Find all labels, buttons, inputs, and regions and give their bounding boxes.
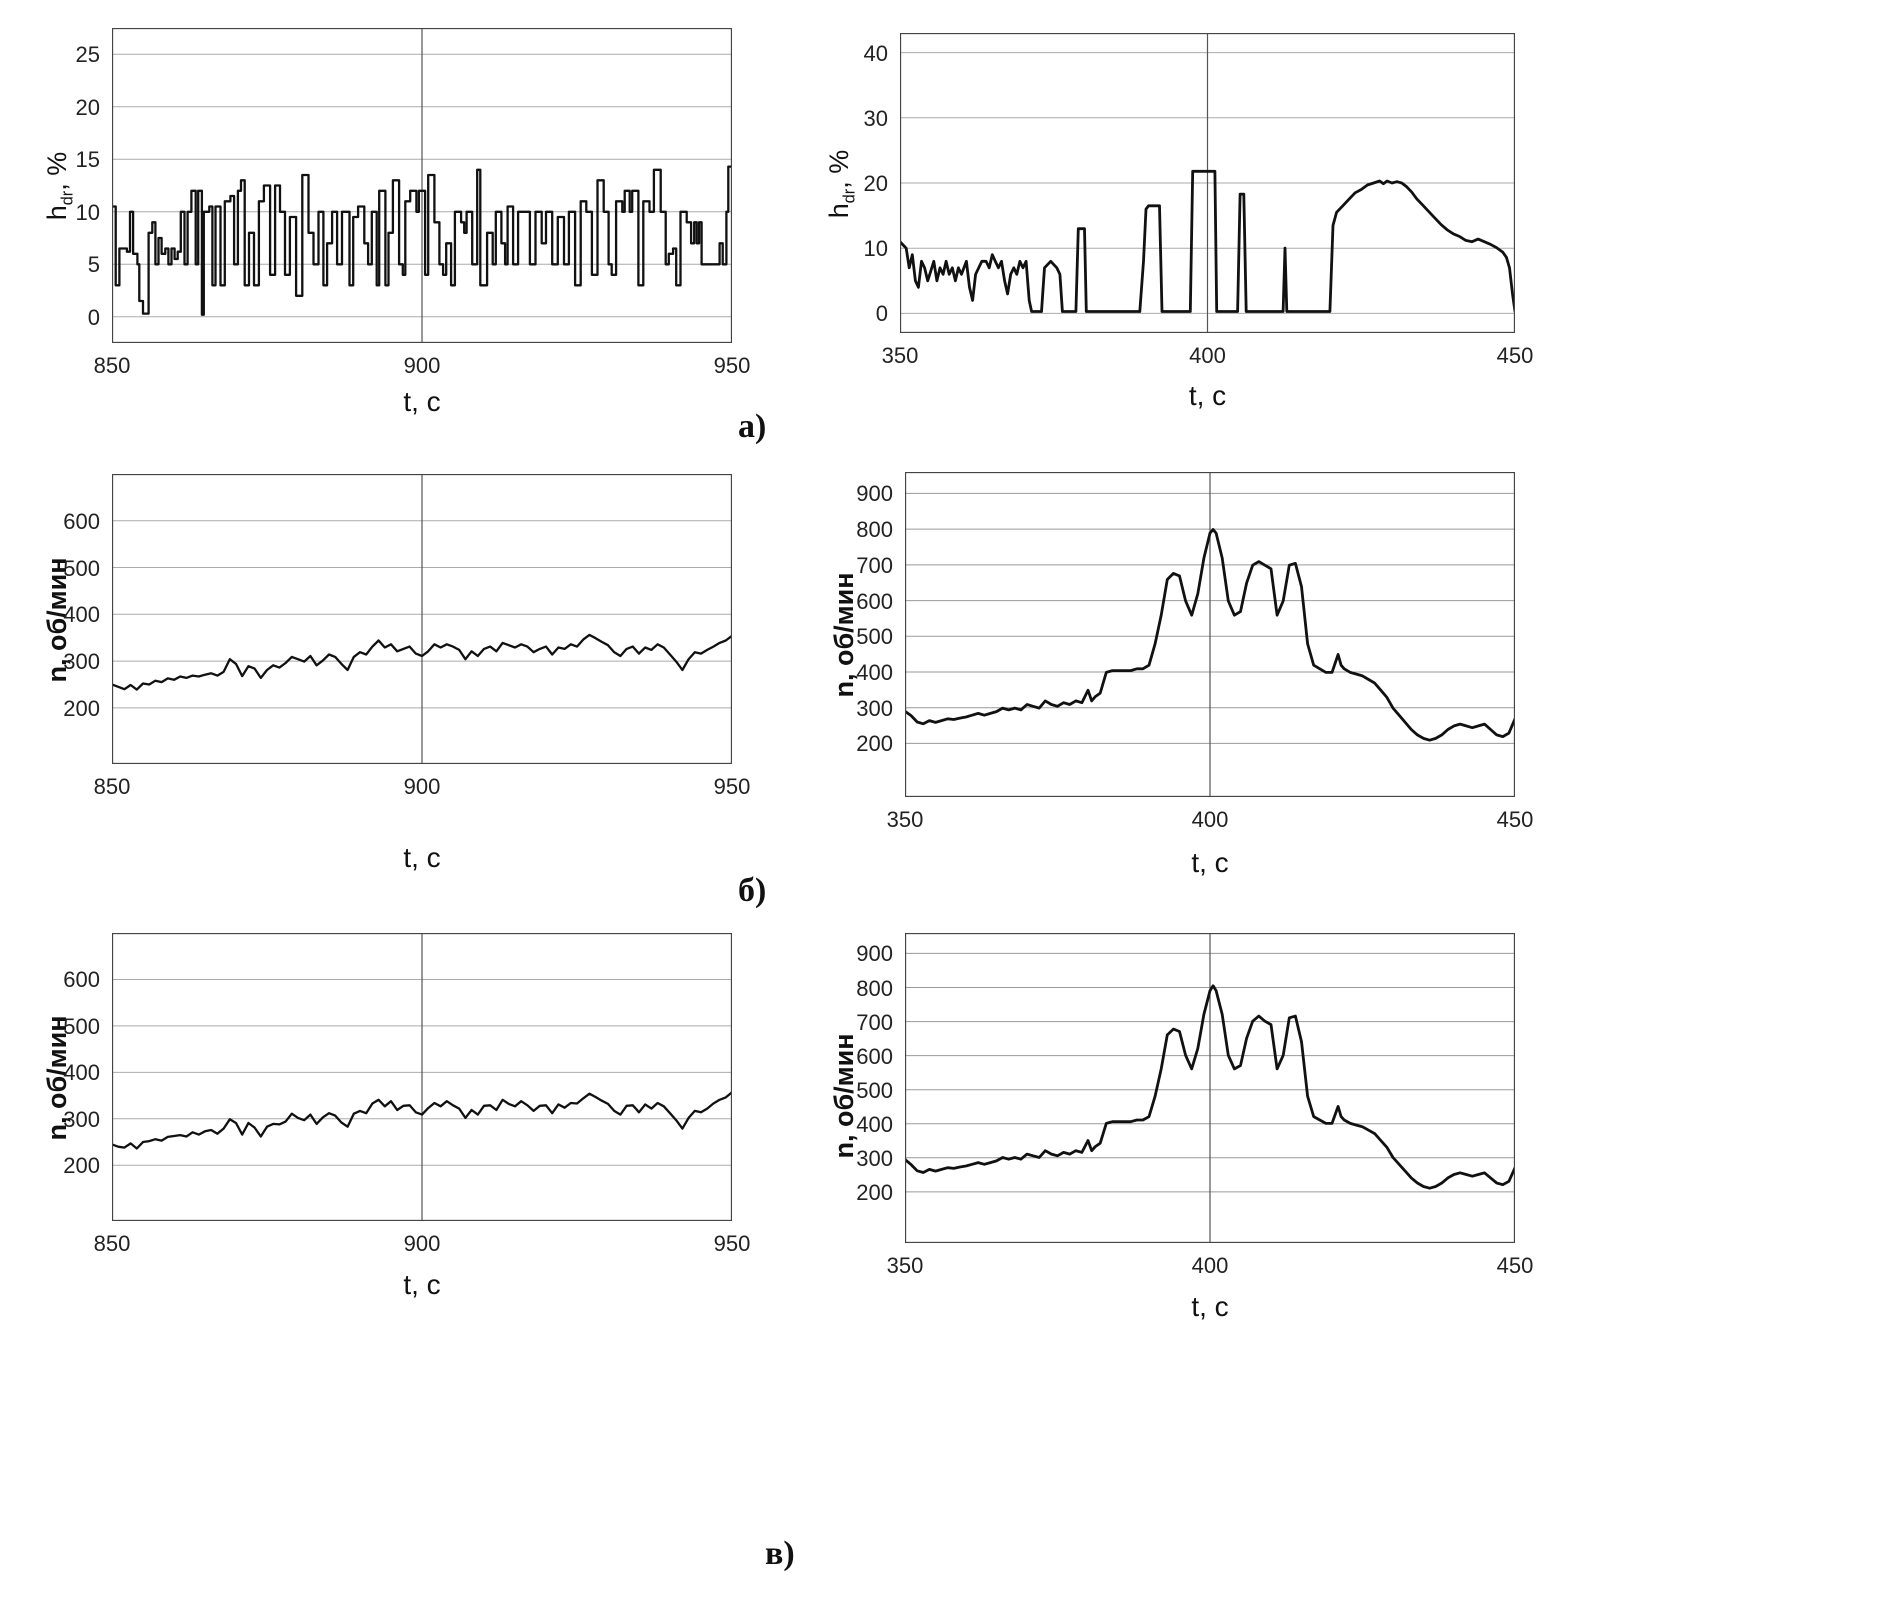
x-tick-labels: 850 900 950	[94, 774, 751, 802]
x-tick-label: 400	[1191, 807, 1229, 832]
y-tick-label: 5	[87, 252, 100, 278]
y-tick-label: 0	[875, 301, 888, 327]
chart-hdr-left: hdr, % 25 20 15 10 5 0 850 900 950 t, c	[20, 8, 765, 438]
y-tick-labels: 600 500 400 300 200	[40, 933, 106, 1221]
y-tick-label: 10	[75, 199, 100, 225]
y-tick-label: 20	[863, 171, 888, 196]
y-tick-label: 500	[856, 624, 893, 650]
y-tick-label: 25	[75, 42, 100, 68]
chart-hdr-right: hdr, % 40 30 20 10 0 350 400 450 t, c	[800, 8, 1560, 438]
plot-area	[110, 473, 734, 765]
y-tick-label: 500	[856, 1077, 893, 1103]
y-tick-label: 200	[856, 731, 893, 757]
x-axis-label: t, c	[403, 842, 441, 873]
y-tick-label: 600	[63, 508, 100, 534]
x-tick-labels: 850 900 950	[94, 353, 751, 381]
x-axis-label: t, c	[1188, 380, 1227, 411]
x-tick-label: 450	[1496, 807, 1534, 832]
y-tick-label: 15	[75, 147, 100, 173]
y-tick-label: 700	[856, 552, 893, 578]
chart-rpm-b-left: n, об/мин 600 500 400 300 200 850 900 950 t, c	[20, 462, 765, 902]
subfigure-label-a: а)	[738, 408, 767, 445]
chart-rpm-b-right: n, об/мин 900 800 700 600 500 400 300 200 350 40…	[800, 462, 1560, 902]
x-axis-label: t, c	[1191, 1291, 1229, 1322]
x-tick-labels: 350 400 450	[887, 1253, 1534, 1281]
y-tick-label: 900	[856, 481, 893, 507]
x-tick-label: 850	[93, 774, 131, 799]
plot-area	[898, 32, 1517, 334]
x-tick-label: 900	[403, 774, 441, 799]
x-axis-label: t, c	[403, 1269, 441, 1300]
y-tick-labels: 600 500 400 300 200	[40, 474, 106, 764]
y-tick-label: 900	[856, 941, 893, 967]
y-tick-labels: 900 800 700 600 500 400 300 200	[833, 472, 899, 797]
x-tick-label: 950	[713, 1231, 751, 1256]
x-axis-label: t, c	[403, 386, 441, 417]
x-tick-label: 900	[403, 353, 441, 378]
y-tick-label: 300	[63, 649, 100, 675]
x-tick-label: 950	[713, 353, 751, 378]
plot-area	[110, 27, 734, 344]
x-tick-label: 400	[1191, 1253, 1229, 1278]
y-tick-label: 500	[63, 1013, 100, 1039]
y-tick-label: 200	[63, 1153, 100, 1179]
y-tick-label: 600	[856, 1043, 893, 1069]
y-tick-label: 400	[63, 1060, 100, 1086]
x-tick-label: 400	[1189, 343, 1226, 368]
x-tick-label: 350	[886, 807, 924, 832]
plot-area	[903, 471, 1517, 798]
x-tick-label: 850	[93, 1231, 131, 1256]
x-tick-label: 900	[403, 1231, 441, 1256]
y-tick-labels: 40 30 20 10 0	[828, 33, 894, 333]
y-tick-label: 600	[63, 967, 100, 993]
subfigure-label-b: б)	[738, 872, 767, 909]
y-tick-label: 30	[863, 105, 888, 131]
y-tick-label: 0	[87, 304, 100, 330]
x-tick-label: 450	[1496, 343, 1534, 368]
x-tick-label: 850	[93, 353, 131, 378]
y-tick-labels: 900 800 700 600 500 400 300 200	[833, 933, 899, 1243]
y-tick-label: 700	[856, 1009, 893, 1035]
x-tick-labels: 350 400 450	[882, 343, 1534, 371]
chart-rpm-v-left: n, об/мин 600 500 400 300 200 850 900 950 t, c	[20, 925, 765, 1365]
y-tick-label: 300	[63, 1106, 100, 1132]
y-tick-label: 400	[856, 1111, 893, 1137]
y-tick-label: 300	[856, 695, 893, 721]
plot-area	[903, 932, 1517, 1244]
y-tick-label: 800	[856, 975, 893, 1001]
plot-area	[110, 932, 734, 1222]
x-tick-labels: 850 900 950	[94, 1231, 751, 1259]
y-tick-label: 300	[856, 1145, 893, 1171]
x-tick-label: 950	[713, 774, 751, 799]
y-tick-label: 200	[856, 1179, 893, 1205]
y-tick-label: 10	[863, 236, 888, 262]
x-tick-label: 350	[881, 343, 919, 368]
chart-rpm-v-right: n, об/мин 900 800 700 600 500 400 300 200 350 40…	[800, 925, 1560, 1365]
y-tick-label: 400	[856, 660, 893, 685]
y-tick-label: 20	[75, 94, 100, 120]
x-axis-label: t, c	[1191, 847, 1229, 878]
y-tick-labels: 25 20 15 10 5 0	[40, 28, 106, 343]
subfigure-label-v: в)	[765, 1535, 795, 1572]
x-tick-label: 450	[1496, 1253, 1534, 1278]
y-tick-label: 40	[863, 40, 888, 66]
y-tick-label: 200	[63, 695, 100, 721]
y-tick-label: 400	[63, 602, 100, 628]
y-tick-label: 800	[856, 517, 893, 543]
x-tick-label: 350	[886, 1253, 924, 1278]
y-tick-label: 600	[856, 588, 893, 614]
x-tick-labels: 350 400 450	[887, 807, 1534, 835]
y-tick-label: 500	[63, 555, 100, 581]
